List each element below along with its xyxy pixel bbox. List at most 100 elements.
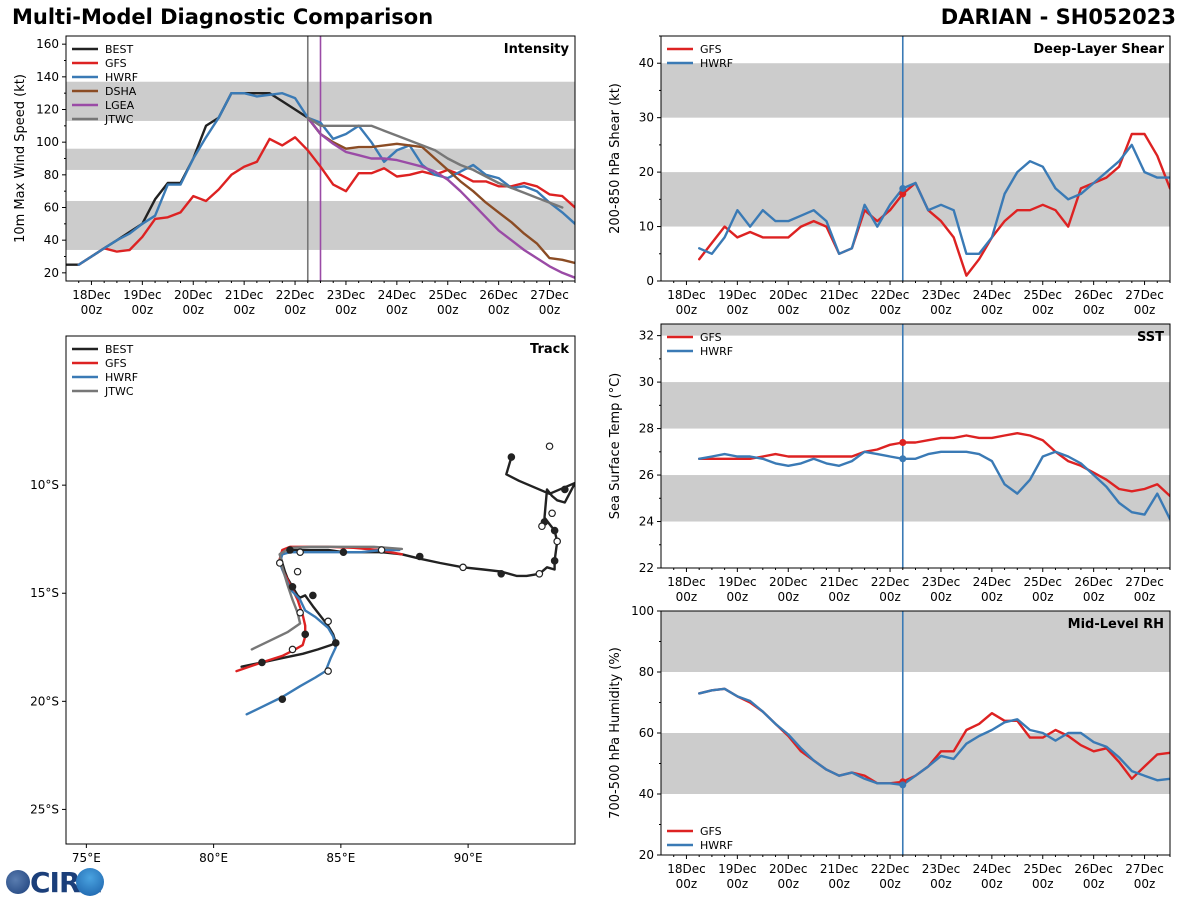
- x-tick-label-hour: 00z: [930, 590, 952, 604]
- series-line-hwrf: [698, 450, 1170, 521]
- x-tick-label-hour: 00z: [777, 303, 799, 317]
- legend-label-hwrf: HWRF: [105, 371, 138, 384]
- y-tick-label: 15°S: [30, 586, 59, 600]
- y-tick-label: 26: [639, 468, 654, 482]
- series-line-dsha: [306, 116, 575, 265]
- x-tick-label-date: 26Dec: [1074, 288, 1113, 302]
- x-tick-label-date: 26Dec: [1074, 862, 1113, 876]
- track-position-point: [324, 667, 332, 675]
- y-tick-label: 140: [36, 70, 59, 84]
- x-tick-label-date: 18Dec: [667, 862, 706, 876]
- legend-label-gfs: GFS: [700, 43, 722, 56]
- y-tick-label: 100: [631, 604, 654, 618]
- x-tick-label-hour: 00z: [981, 877, 1003, 891]
- track-position-point: [275, 559, 284, 567]
- x-tick-label-hour: 00z: [1083, 877, 1105, 891]
- x-tick-label-date: 23Dec: [922, 288, 961, 302]
- x-tick-label-hour: 00z: [777, 590, 799, 604]
- y-tick-label: 60: [639, 726, 654, 740]
- x-tick-label-date: 26Dec: [479, 288, 518, 302]
- x-tick-label-hour: 00z: [539, 303, 561, 317]
- x-tick-label-hour: 00z: [828, 303, 850, 317]
- globe-icon: [6, 870, 30, 894]
- legend-label-dsha: DSHA: [105, 85, 137, 98]
- legend-label-jtwc: JTWC: [104, 385, 134, 398]
- x-tick-label-hour: 00z: [81, 303, 103, 317]
- legend-label-gfs: GFS: [700, 825, 722, 838]
- y-tick-label: 80: [639, 665, 654, 679]
- panel-title: Intensity: [504, 42, 570, 57]
- plot-area: [235, 442, 575, 716]
- track-position-point: [296, 608, 304, 617]
- shaded-band: [661, 382, 1170, 429]
- x-tick-label-date: 21Dec: [820, 575, 859, 589]
- x-tick-label-hour: 00z: [676, 590, 698, 604]
- series-line-hwrf: [698, 687, 1170, 787]
- track-position-point: [497, 569, 505, 578]
- legend-label-hwrf: HWRF: [700, 345, 733, 358]
- x-tick-label-hour: 00z: [828, 877, 850, 891]
- cira-logo: CIRA: [6, 866, 106, 899]
- panel-shear: 01020304018Dec00z19Dec00z20Dec00z21Dec00…: [608, 35, 1171, 317]
- x-tick-label-date: 27Dec: [1125, 575, 1164, 589]
- x-tick-label-date: 23Dec: [327, 288, 366, 302]
- shaded-band: [661, 611, 1170, 672]
- track-position-point: [545, 442, 554, 451]
- series-line-hwrf: [77, 91, 575, 266]
- series-line-gfs: [77, 136, 575, 266]
- y-tick-label: 0: [646, 274, 654, 288]
- x-tick-label-hour: 00z: [233, 303, 255, 317]
- shaded-band: [661, 172, 1170, 227]
- x-tick-label-date: 20Dec: [769, 862, 808, 876]
- y-tick-label: 40: [44, 233, 59, 247]
- x-tick-label-hour: 00z: [1134, 877, 1156, 891]
- plot-area: [661, 611, 1170, 855]
- y-tick-label: 40: [639, 787, 654, 801]
- y-tick-label: 30: [639, 111, 654, 125]
- x-tick-label-date: 25Dec: [429, 288, 468, 302]
- track-position-point: [561, 485, 569, 494]
- track-position-point: [415, 552, 424, 561]
- panel-title: SST: [1137, 330, 1164, 345]
- x-tick-label-date: 24Dec: [973, 862, 1012, 876]
- x-tick-label-hour: 00z: [1134, 303, 1156, 317]
- track-position-point: [258, 658, 266, 667]
- y-tick-label: 10: [639, 220, 654, 234]
- x-tick-label: 75°E: [72, 851, 101, 865]
- panel-intensity: 2040608010012014016018Dec00z19Dec00z20De…: [13, 35, 576, 317]
- x-tick-label-date: 27Dec: [1125, 862, 1164, 876]
- x-tick-label-hour: 00z: [676, 303, 698, 317]
- y-tick-label: 24: [639, 515, 654, 529]
- x-tick-label-hour: 00z: [676, 877, 698, 891]
- x-tick-label-date: 19Dec: [718, 862, 757, 876]
- x-tick-label-hour: 00z: [777, 877, 799, 891]
- legend-label-jtwc: JTWC: [104, 113, 134, 126]
- x-tick-label-date: 18Dec: [72, 288, 111, 302]
- x-tick-label-hour: 00z: [981, 590, 1003, 604]
- track-position-point: [286, 546, 294, 554]
- track-position-point: [550, 526, 559, 535]
- series-line-hwrf: [245, 548, 401, 716]
- track-position-point: [548, 509, 556, 518]
- x-tick-label-date: 22Dec: [276, 288, 315, 302]
- x-tick-label-date: 18Dec: [667, 288, 706, 302]
- x-tick-label-hour: 00z: [1083, 303, 1105, 317]
- track-position-point: [324, 617, 332, 626]
- track-position-point: [507, 453, 516, 461]
- legend-label-hwrf: HWRF: [700, 57, 733, 70]
- plot-area: [661, 324, 1170, 568]
- x-tick-label-hour: 00z: [879, 303, 901, 317]
- y-tick-label: 28: [639, 422, 654, 436]
- series-line-jtwc: [306, 116, 564, 209]
- x-tick-label-hour: 00z: [727, 303, 749, 317]
- series-line-hwrf: [698, 143, 1170, 256]
- satellite-emblem-icon: [76, 868, 104, 896]
- x-tick-label-date: 18Dec: [667, 575, 706, 589]
- y-tick-label: 160: [36, 37, 59, 51]
- track-position-point: [301, 630, 310, 639]
- panel-track: 10°S 15°S 20°S 25°S 75°E 80°E 85°E 90°E Track BES…: [30, 335, 576, 865]
- track-position-point: [339, 548, 348, 556]
- marker-hwrf: [899, 781, 907, 789]
- x-tick-label-hour: 00z: [1134, 590, 1156, 604]
- legend-label-gfs: GFS: [105, 57, 127, 70]
